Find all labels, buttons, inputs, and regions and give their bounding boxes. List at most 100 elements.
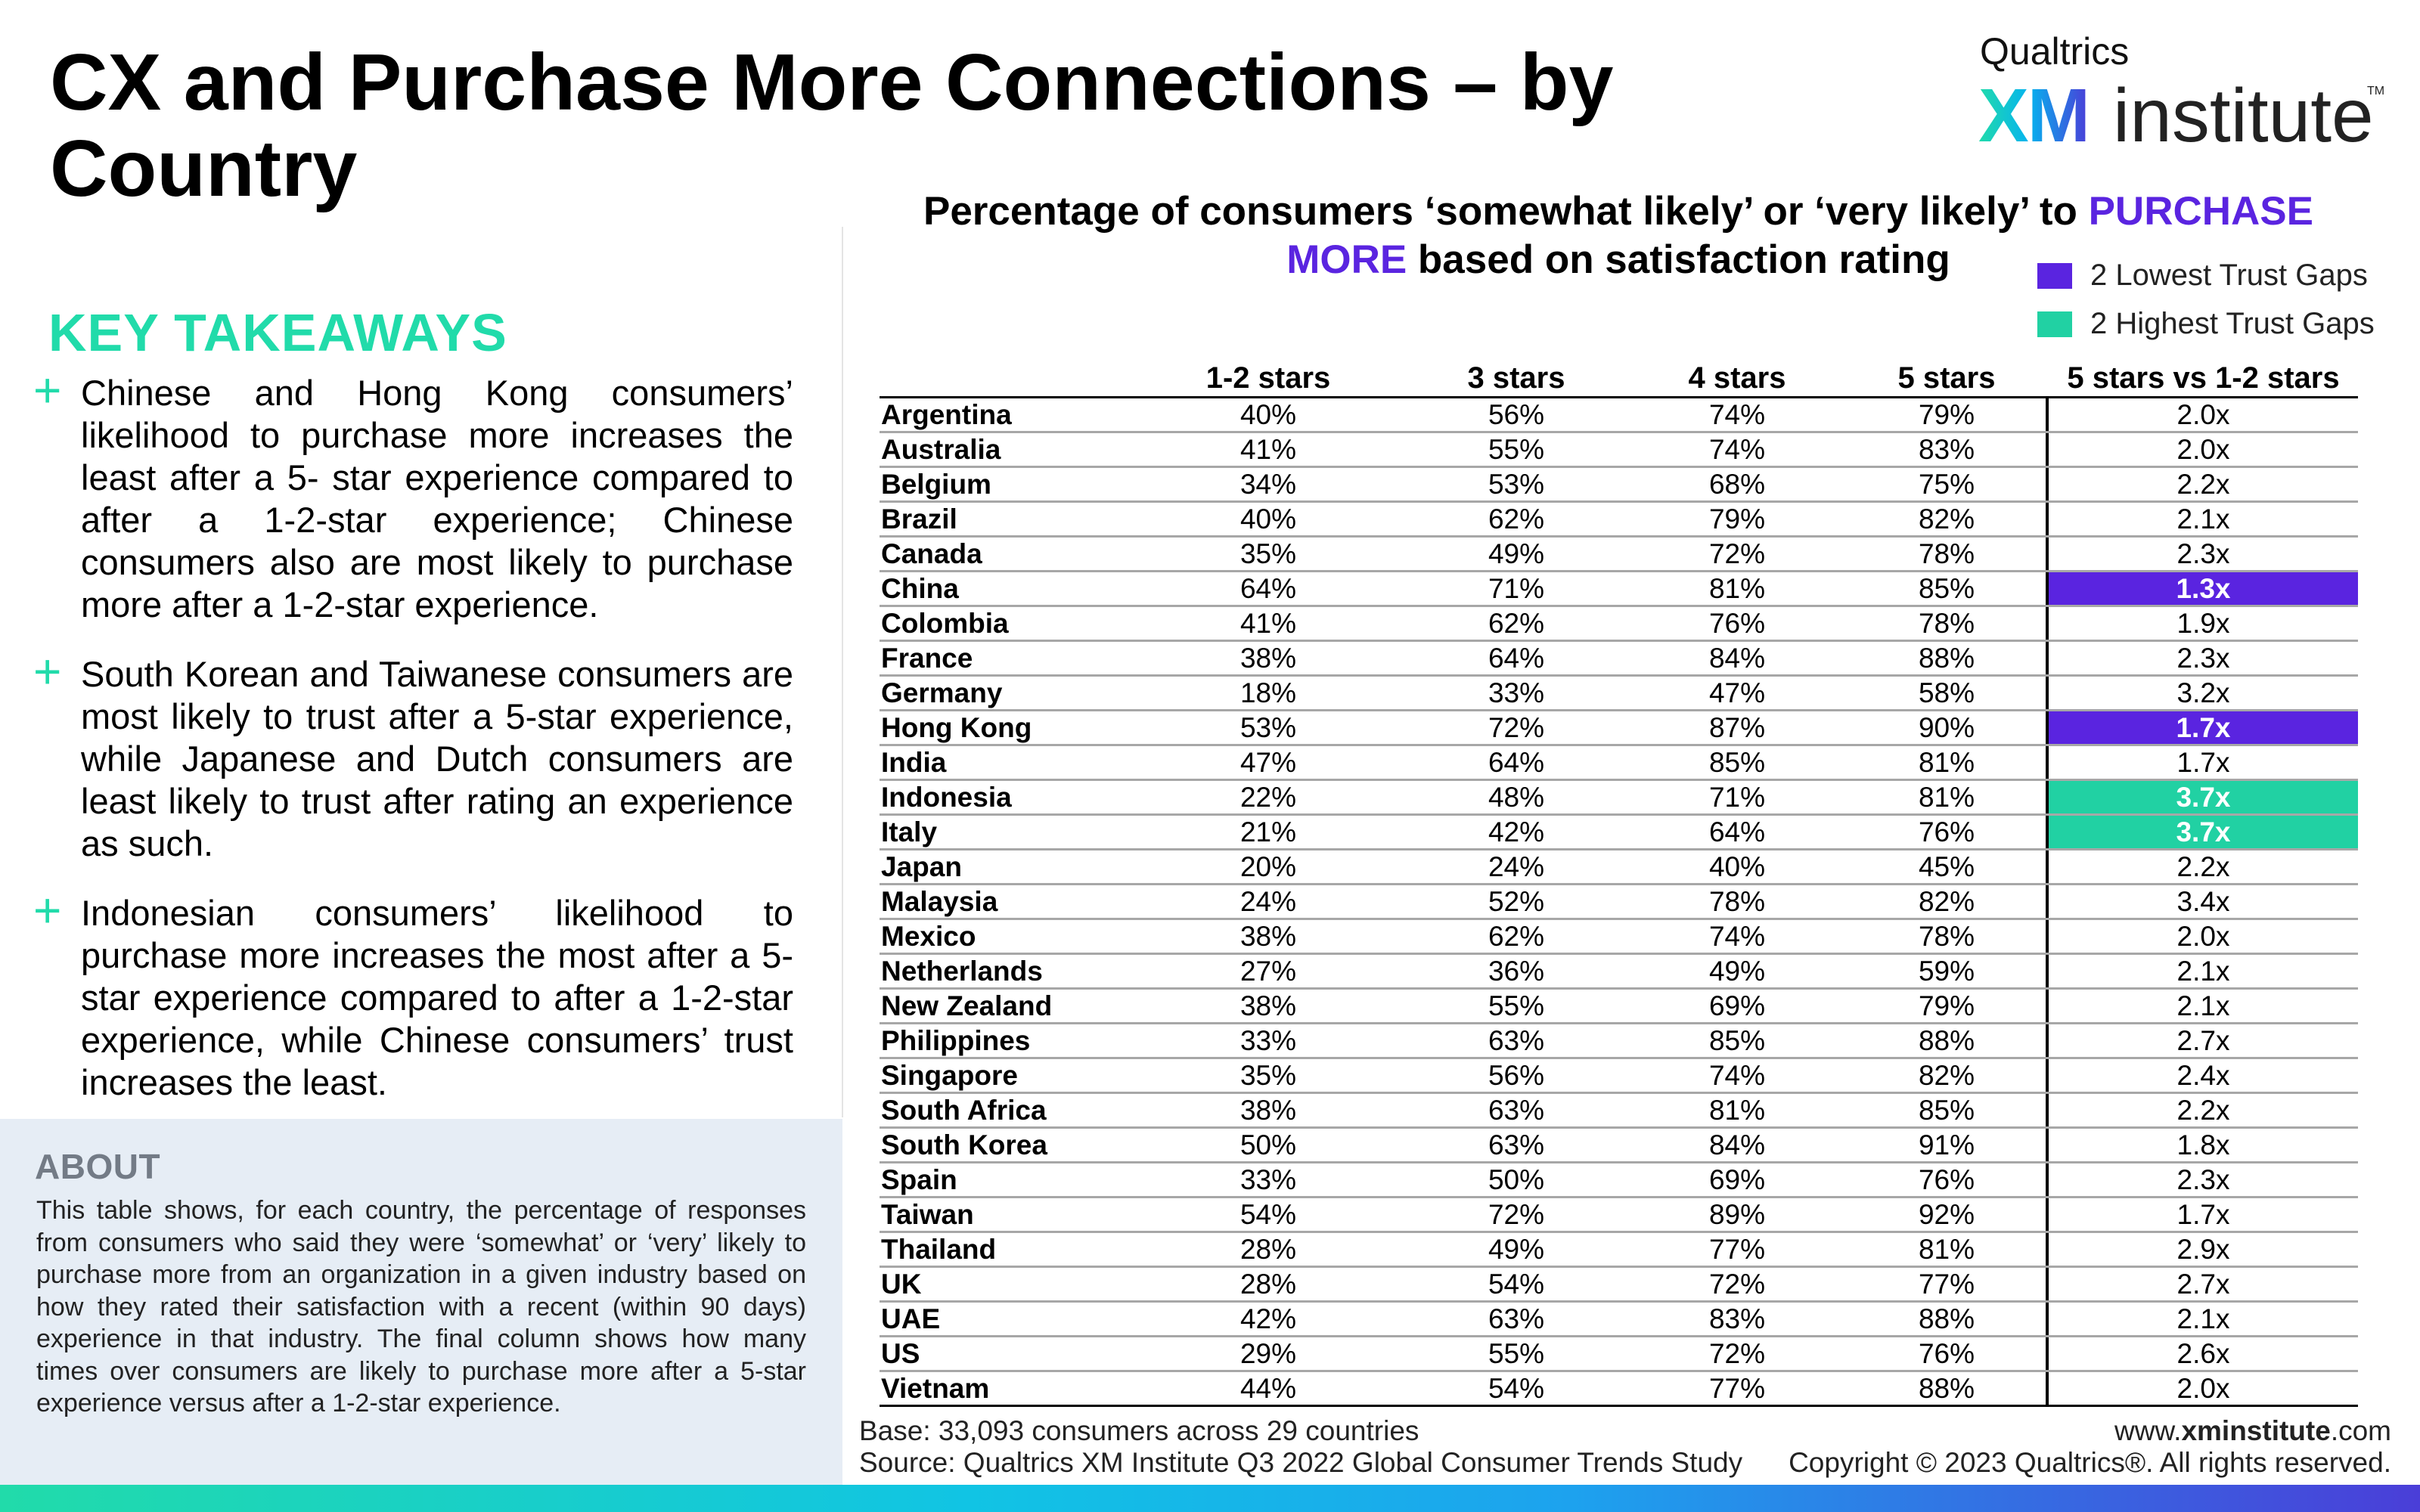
table-row: Indonesia 22% 48% 71% 81% 3.7x [880,781,2358,816]
column-separator [2046,503,2049,535]
value-cell: 79% [1918,399,1975,430]
value-cell: 85% [1918,1095,1975,1126]
value-cell: 24% [1488,851,1545,882]
value-cell: 22% [1239,782,1297,813]
table-row: Brazil 40% 62% 79% 82% 2.1x [880,503,2358,538]
value-cell: 18% [1239,677,1297,708]
takeaway-item: + Indonesian consumers’ likelihood to pu… [33,886,793,1104]
value-cell: 84% [1708,1129,1766,1160]
value-cell: 49% [1488,1234,1545,1265]
value-cell: 79% [1918,990,1975,1021]
country-cell: Italy [881,816,938,847]
column-separator [2046,572,2049,605]
table-row: Philippines 33% 63% 85% 88% 2.7x [880,1024,2358,1059]
column-separator [2046,642,2049,674]
country-cell: Malaysia [881,886,998,917]
value-cell: 28% [1239,1269,1297,1300]
table-row: New Zealand 38% 55% 69% 79% 2.1x [880,990,2358,1024]
table-row: Thailand 28% 49% 77% 81% 2.9x [880,1233,2358,1268]
value-cell: 38% [1239,1095,1297,1126]
value-cell: 55% [1488,434,1545,465]
value-cell: 76% [1918,1164,1975,1195]
column-header: 5 stars vs 1-2 stars [2067,361,2340,395]
ratio-cell: 2.1x [2176,503,2230,534]
table-row: South Korea 50% 63% 84% 91% 1.8x [880,1129,2358,1163]
footer-credits: www.xminstitute.com Copyright © 2023 Qua… [1789,1415,2391,1479]
value-cell: 79% [1708,503,1766,534]
value-cell: 47% [1239,747,1297,778]
ratio-cell-highlighted: 3.7x [2049,781,2358,813]
column-separator [2046,850,2049,883]
ratio-cell: 2.3x [2176,538,2230,569]
ratio-cell: 2.1x [2176,990,2230,1021]
column-separator [2046,677,2049,709]
value-cell: 72% [1708,1338,1766,1369]
column-separator [2046,711,2049,744]
country-cell: New Zealand [881,990,1053,1021]
country-cell: Mexico [881,921,976,952]
column-separator [2046,1129,2049,1161]
table-title-text: Percentage of consumers ‘somewhat likely… [923,189,2089,234]
key-takeaways-list: + Chinese and Hong Kong consumers’ likel… [33,366,793,1131]
value-cell: 81% [1918,1234,1975,1265]
value-cell: 38% [1239,643,1297,674]
country-cell: South Africa [881,1095,1047,1126]
logo-institute-text: institute [2113,73,2374,158]
country-cell: Colombia [881,608,1009,639]
value-cell: 55% [1488,1338,1545,1369]
value-cell: 41% [1239,608,1297,639]
value-cell: 85% [1708,1025,1766,1056]
table-row: China 64% 71% 81% 85% 1.3x [880,572,2358,607]
footer-copyright: Copyright © 2023 Qualtrics®. All rights … [1789,1447,2391,1478]
value-cell: 42% [1239,1303,1297,1334]
column-header: 3 stars [1467,361,1565,395]
value-cell: 62% [1488,503,1545,534]
table-header-row: 1-2 stars 3 stars 4 stars 5 stars 5 star… [880,360,2358,398]
ratio-cell: 2.2x [2176,851,2230,882]
value-cell: 64% [1488,643,1545,674]
table-row: Italy 21% 42% 64% 76% 3.7x [880,816,2358,850]
logo-brand-text: Qualtrics [1980,30,2130,73]
value-cell: 85% [1708,747,1766,778]
value-cell: 29% [1239,1338,1297,1369]
table-row: India 47% 64% 85% 81% 1.7x [880,746,2358,781]
value-cell: 49% [1488,538,1545,569]
value-cell: 24% [1239,886,1297,917]
footer-url[interactable]: www.xminstitute.com [1789,1415,2391,1447]
takeaway-text: South Korean and Taiwanese consumers are… [81,654,793,863]
value-cell: 38% [1239,921,1297,952]
value-cell: 78% [1918,608,1975,639]
value-cell: 42% [1488,816,1545,847]
url-suffix: .com [2330,1415,2391,1446]
ratio-cell-highlighted: 1.3x [2049,572,2358,605]
value-cell: 83% [1918,434,1975,465]
value-cell: 77% [1708,1373,1766,1404]
value-cell: 52% [1488,886,1545,917]
value-cell: 47% [1708,677,1766,708]
value-cell: 88% [1918,1025,1975,1056]
ratio-cell: 2.4x [2176,1060,2230,1091]
footer-source: Source: Qualtrics XM Institute Q3 2022 G… [859,1447,1743,1478]
value-cell: 41% [1239,434,1297,465]
value-cell: 85% [1918,573,1975,604]
value-cell: 75% [1918,469,1975,500]
value-cell: 53% [1239,712,1297,743]
value-cell: 33% [1239,1025,1297,1056]
value-cell: 81% [1918,747,1975,778]
value-cell: 40% [1239,399,1297,430]
takeaway-text: Indonesian consumers’ likelihood to purc… [81,893,793,1102]
country-cell: Singapore [881,1060,1018,1091]
table-row: Mexico 38% 62% 74% 78% 2.0x [880,920,2358,955]
footer-base: Base: 33,093 consumers across 29 countri… [859,1415,1419,1446]
country-cell: UK [881,1269,922,1300]
column-separator [2046,920,2049,953]
country-cell: Canada [881,538,982,569]
column-separator [2046,1268,2049,1300]
value-cell: 20% [1239,851,1297,882]
ratio-cell: 2.0x [2176,434,2230,465]
url-domain: xminstitute [2181,1415,2331,1446]
value-cell: 74% [1708,921,1766,952]
column-separator [2046,955,2049,987]
ratio-cell: 2.6x [2176,1338,2230,1369]
value-cell: 72% [1708,538,1766,569]
